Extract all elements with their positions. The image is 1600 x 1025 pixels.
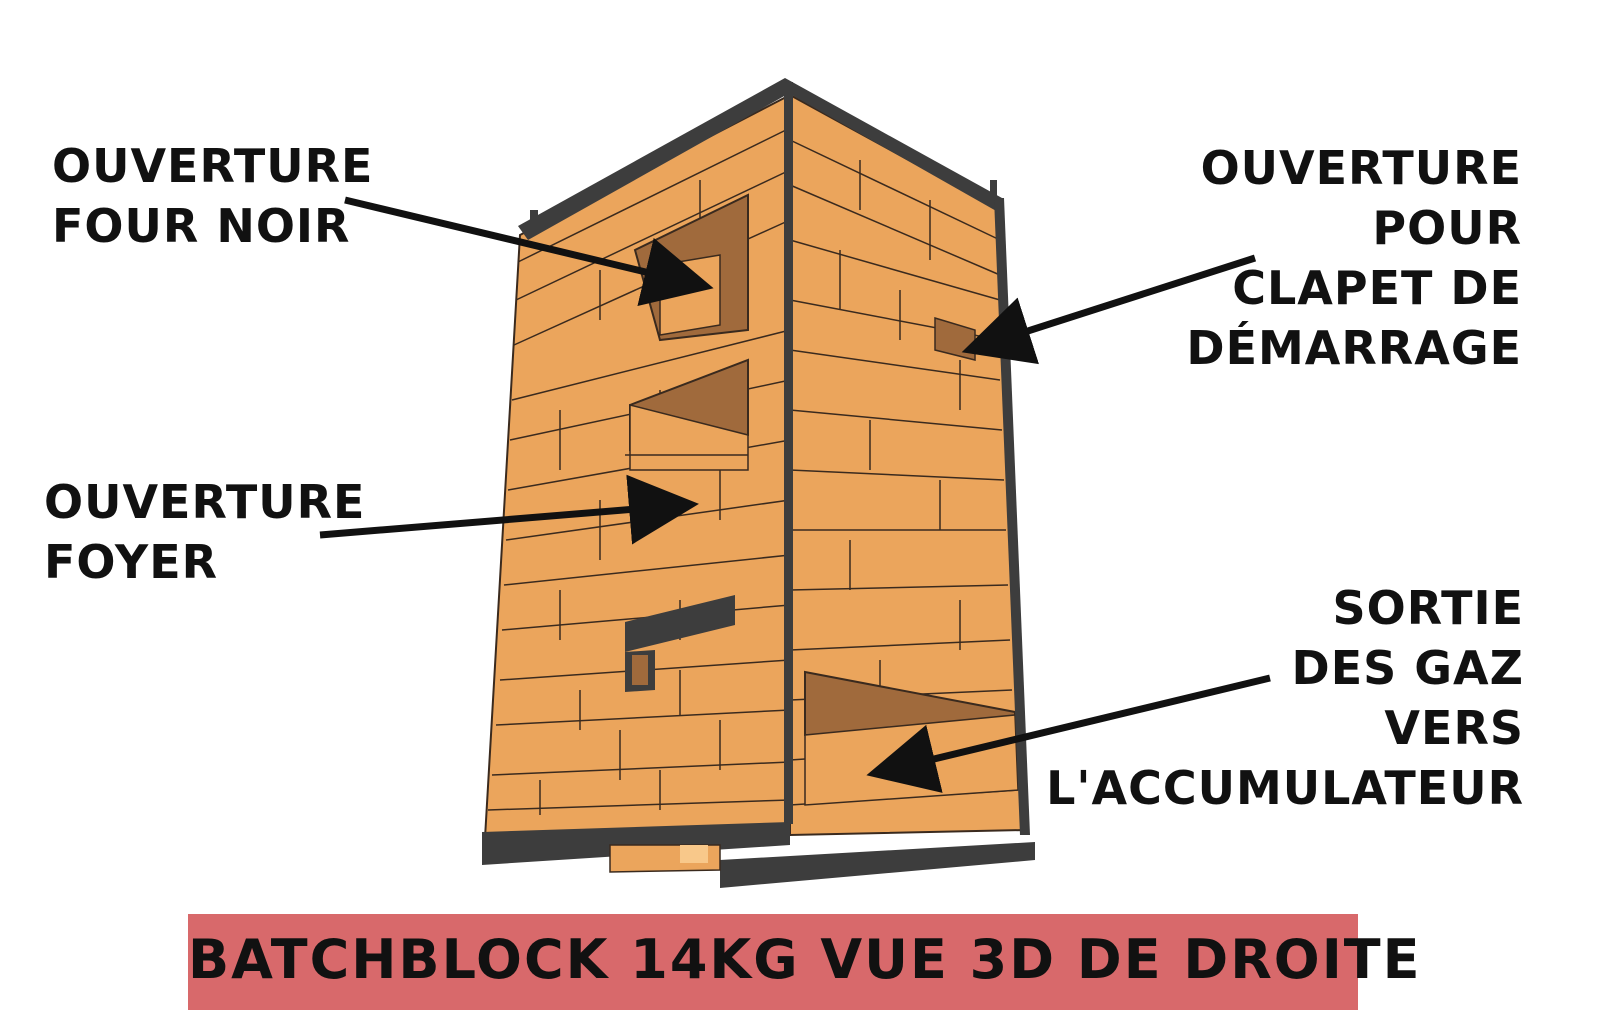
label-sortie-des-gaz: SORTIE DES GAZ VERS L'ACCUMULATEUR (1046, 578, 1524, 818)
arrow-sortie (866, 674, 1271, 793)
label-line: DÉMARRAGE (1186, 321, 1522, 375)
arrow-foyer (319, 474, 699, 545)
title-banner: BATCHBLOCK 14KG VUE 3D DE DROITE (188, 914, 1422, 1010)
stove-left-face (483, 93, 791, 840)
label-ouverture-clapet: OUVERTURE POUR CLAPET DE DÉMARRAGE (1186, 138, 1522, 378)
label-line: SORTIE (1332, 581, 1524, 635)
label-line: OUVERTURE (52, 139, 374, 193)
label-ouverture-four-noir: OUVERTURE FOUR NOIR (52, 136, 373, 256)
base-bricks (609, 844, 721, 873)
label-line: VERS (1384, 701, 1524, 755)
label-line: DES GAZ (1291, 641, 1524, 695)
label-line: L'ACCUMULATEUR (1046, 761, 1524, 815)
label-line: FOYER (44, 535, 219, 589)
label-line: CLAPET DE (1232, 261, 1522, 315)
label-ouverture-foyer: OUVERTURE FOYER (44, 472, 365, 592)
title-text: BATCHBLOCK 14KG VUE 3D DE DROITE (188, 928, 1422, 991)
label-line: OUVERTURE (44, 475, 366, 529)
label-line: POUR (1372, 201, 1522, 255)
label-line: FOUR NOIR (52, 199, 351, 253)
arrow-clapet (961, 254, 1257, 365)
arrow-four-noir (344, 196, 714, 306)
label-line: OUVERTURE (1200, 141, 1522, 195)
